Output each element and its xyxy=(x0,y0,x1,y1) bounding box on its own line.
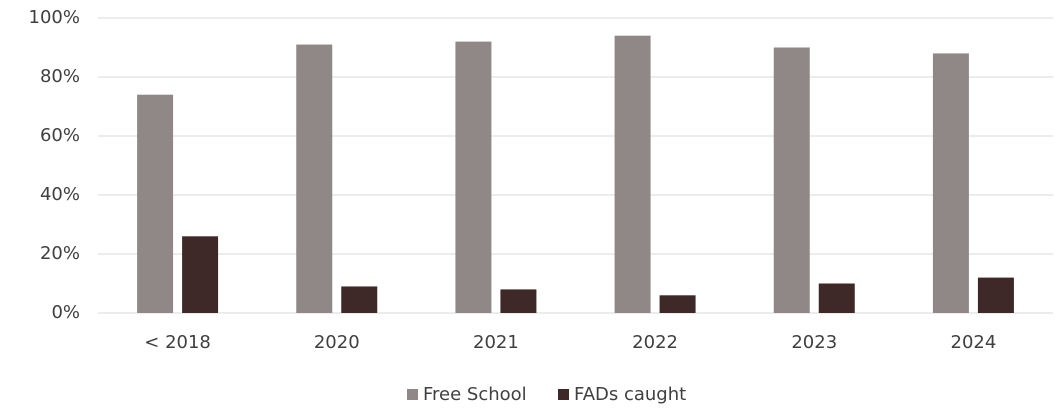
legend-swatch xyxy=(407,389,418,400)
bar xyxy=(977,277,1014,313)
bar xyxy=(818,283,855,313)
x-tick-label: 2023 xyxy=(791,332,837,353)
y-tick-label: 0% xyxy=(51,302,80,323)
legend-swatch xyxy=(558,389,569,400)
x-tick-label: 2020 xyxy=(314,332,360,353)
y-tick-label: 100% xyxy=(29,7,80,28)
bar xyxy=(659,295,696,313)
legend-label: Free School xyxy=(423,384,527,405)
y-tick-label: 40% xyxy=(40,184,80,205)
bar xyxy=(773,47,810,313)
bar xyxy=(137,94,174,313)
bar xyxy=(296,44,333,314)
y-tick-label: 60% xyxy=(40,125,80,146)
bar xyxy=(182,236,219,313)
x-tick-label: 2021 xyxy=(473,332,519,353)
bar xyxy=(932,53,969,314)
x-tick-label: 2024 xyxy=(951,332,997,353)
bar xyxy=(500,289,537,313)
x-tick-label: < 2018 xyxy=(144,332,211,353)
bar xyxy=(455,41,492,313)
y-tick-label: 80% xyxy=(40,66,80,87)
bar xyxy=(614,35,651,313)
y-tick-label: 20% xyxy=(40,243,80,264)
x-tick-label: 2022 xyxy=(632,332,678,353)
bar xyxy=(341,286,378,313)
legend-label: FADs caught xyxy=(574,384,686,405)
